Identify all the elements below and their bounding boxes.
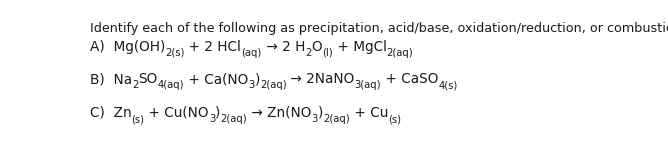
Text: (aq): (aq)	[241, 48, 262, 58]
Text: → Zn(NO: → Zn(NO	[247, 106, 311, 120]
Text: → 2 H: → 2 H	[262, 40, 305, 54]
Text: + MgCl: + MgCl	[333, 40, 387, 54]
Text: 2: 2	[305, 48, 311, 58]
Text: 2: 2	[132, 80, 138, 90]
Text: ): )	[318, 106, 323, 120]
Text: + Ca(NO: + Ca(NO	[184, 72, 248, 86]
Text: C)  Zn: C) Zn	[90, 106, 132, 120]
Text: 3: 3	[209, 114, 215, 124]
Text: B)  Na: B) Na	[90, 72, 132, 86]
Text: (l): (l)	[322, 48, 333, 58]
Text: ): )	[255, 72, 260, 86]
Text: + 2 HCl: + 2 HCl	[184, 40, 241, 54]
Text: 4(s): 4(s)	[439, 80, 458, 90]
Text: 3: 3	[311, 114, 318, 124]
Text: A)  Mg(OH): A) Mg(OH)	[90, 40, 165, 54]
Text: 2(aq): 2(aq)	[323, 114, 350, 124]
Text: → 2NaNO: → 2NaNO	[287, 72, 355, 86]
Text: O: O	[311, 40, 322, 54]
Text: 4(aq): 4(aq)	[158, 80, 184, 90]
Text: 3(aq): 3(aq)	[355, 80, 381, 90]
Text: 2(aq): 2(aq)	[220, 114, 247, 124]
Text: Identify each of the following as precipitation, acid/base, oxidation/reduction,: Identify each of the following as precip…	[90, 22, 668, 35]
Text: + CaSO: + CaSO	[381, 72, 439, 86]
Text: + Cu(NO: + Cu(NO	[144, 106, 209, 120]
Text: (s): (s)	[132, 114, 144, 124]
Text: 2(aq): 2(aq)	[260, 80, 287, 90]
Text: ): )	[215, 106, 220, 120]
Text: (s): (s)	[388, 114, 401, 124]
Text: + Cu: + Cu	[350, 106, 388, 120]
Text: 2(aq): 2(aq)	[387, 48, 413, 58]
Text: 3: 3	[248, 80, 255, 90]
Text: 2(s): 2(s)	[165, 48, 184, 58]
Text: SO: SO	[138, 72, 158, 86]
